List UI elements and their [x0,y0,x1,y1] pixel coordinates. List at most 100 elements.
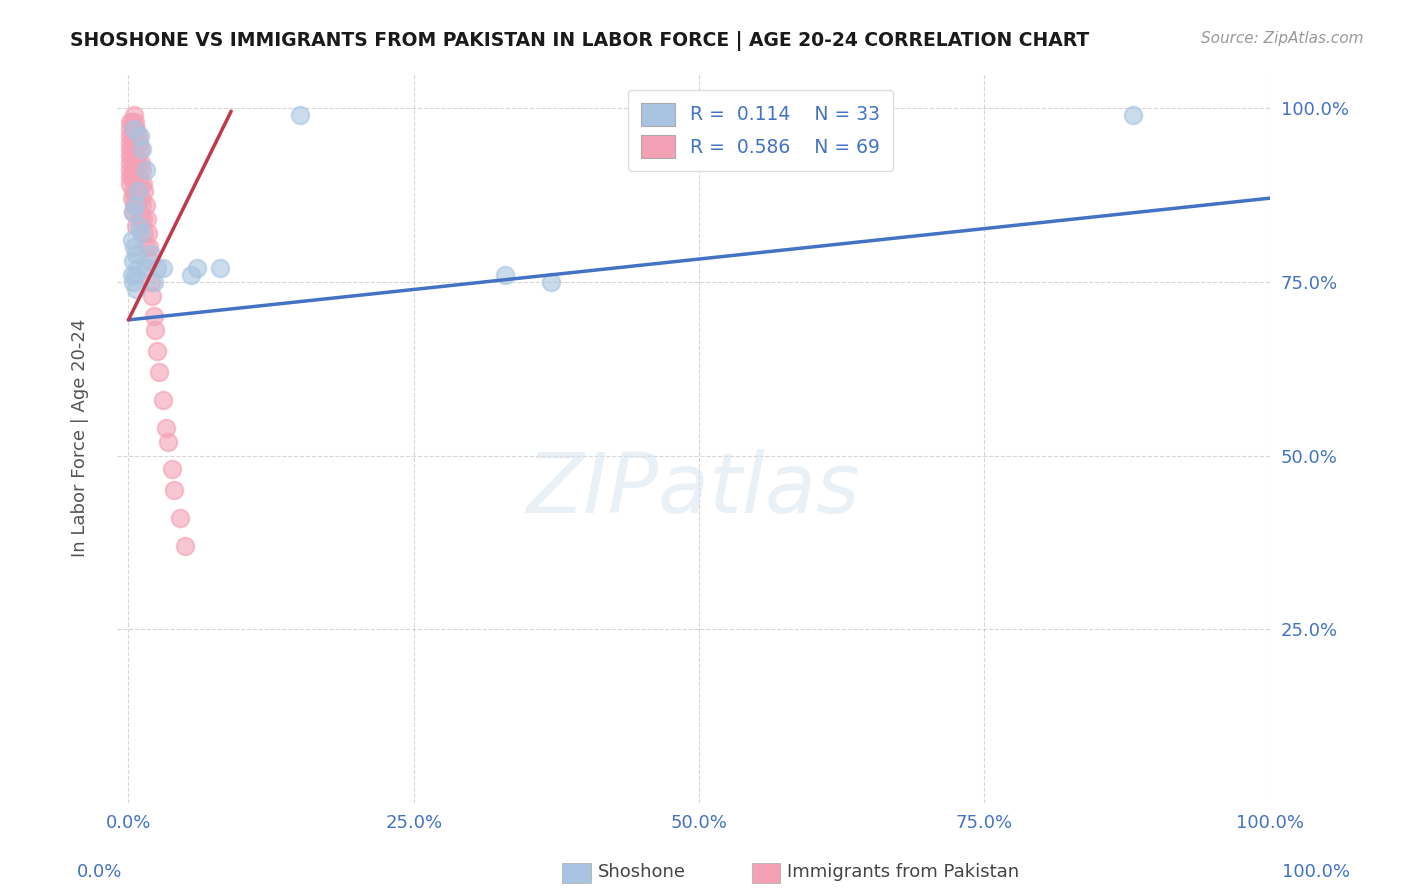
Point [124,268,146,282]
Point [1122,108,1144,122]
Point [142,275,165,289]
Point [136,226,159,240]
Point [129,156,152,170]
Point [288,108,311,122]
Point [139,253,162,268]
Point [134,226,156,240]
Point [125,184,148,198]
Point [118,163,141,178]
Point [122,108,145,122]
Point [125,121,148,136]
Text: Shoshone: Shoshone [598,863,686,881]
Point [146,344,169,359]
Point [142,310,165,324]
Point [118,121,141,136]
Point [131,198,153,212]
Point [157,434,180,449]
Point [127,184,149,198]
Point [128,128,150,143]
Point [122,121,145,136]
Point [135,163,157,178]
Point [128,143,150,157]
Point [138,240,160,254]
Point [148,365,170,379]
Point [121,170,143,185]
Y-axis label: In Labor Force | Age 20-24: In Labor Force | Age 20-24 [72,319,89,558]
Point [129,226,152,240]
Point [540,275,562,289]
Legend: R =  0.114    N = 33, R =  0.586    N = 69: R = 0.114 N = 33, R = 0.586 N = 69 [628,90,893,171]
Point [127,260,149,275]
Point [122,149,145,163]
Point [121,128,143,143]
Point [146,260,169,275]
Point [121,149,143,163]
Text: Immigrants from Pakistan: Immigrants from Pakistan [787,863,1019,881]
Point [125,219,148,233]
Point [141,288,163,302]
Point [118,149,141,163]
Point [135,260,157,275]
Point [128,136,150,150]
Point [131,143,153,157]
Point [141,247,163,261]
Point [152,260,174,275]
Point [169,511,191,525]
Point [127,191,149,205]
Point [121,268,143,282]
Point [118,128,141,143]
Point [124,198,146,212]
Point [121,191,143,205]
Point [122,143,145,157]
Point [163,483,186,498]
Point [208,260,231,275]
Point [124,191,146,205]
Point [124,114,146,128]
Point [122,205,145,219]
Point [134,184,156,198]
Point [186,260,208,275]
Point [121,114,143,128]
Text: 0.0%: 0.0% [77,863,122,881]
Point [135,198,157,212]
Point [155,420,177,434]
Text: 100.0%: 100.0% [1282,863,1350,881]
Point [118,156,141,170]
Point [122,240,145,254]
Point [125,282,148,296]
Point [135,212,157,227]
Point [121,233,143,247]
Point [152,392,174,407]
Point [135,240,157,254]
Point [127,128,149,143]
Point [122,184,145,198]
Point [132,212,155,227]
Point [128,170,150,185]
Point [124,163,146,178]
Point [141,275,163,289]
Point [122,198,145,212]
Point [494,268,516,282]
Point [128,205,150,219]
Point [122,275,145,289]
Point [160,462,183,476]
Point [122,170,145,185]
Point [118,178,141,192]
Text: Source: ZipAtlas.com: Source: ZipAtlas.com [1201,31,1364,46]
Point [131,163,153,178]
Point [128,212,150,227]
Point [122,163,145,178]
Point [118,143,141,157]
Point [129,191,152,205]
Point [128,219,150,233]
Point [118,170,141,185]
Point [122,253,145,268]
Point [125,247,148,261]
Point [132,178,155,192]
Point [122,121,145,136]
Text: SHOSHONE VS IMMIGRANTS FROM PAKISTAN IN LABOR FORCE | AGE 20-24 CORRELATION CHAR: SHOSHONE VS IMMIGRANTS FROM PAKISTAN IN … [70,31,1090,51]
Point [174,539,197,553]
Point [180,268,202,282]
Point [122,205,145,219]
Text: ZIPatlas: ZIPatlas [527,449,860,530]
